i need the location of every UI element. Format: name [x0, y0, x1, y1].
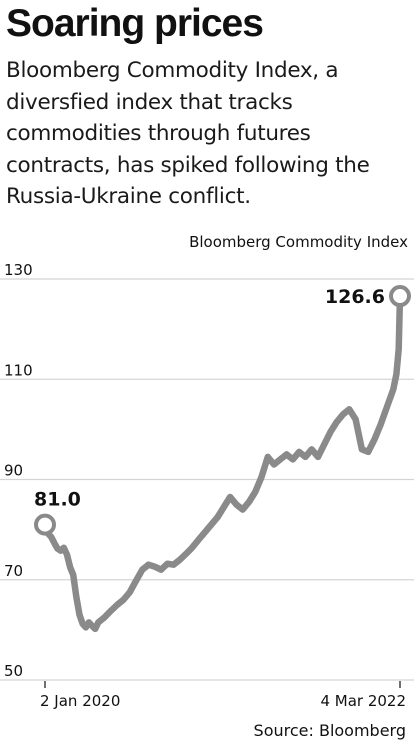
series-group: [41, 292, 404, 633]
y-tick-label: 130: [4, 261, 33, 279]
data-label: 126.6: [325, 286, 385, 308]
y-tick-label: 70: [4, 562, 23, 580]
subtitle: Bloomberg Commodity Index, a diversfied …: [6, 58, 370, 209]
series-label: Bloomberg Commodity Index: [189, 233, 408, 251]
data-label: 81.0: [34, 489, 81, 511]
x-tick-label: 2 Jan 2020: [40, 692, 120, 710]
x-axis-ticks: 2 Jan 2020 4 Mar 2022: [40, 681, 406, 710]
data-point-marker: [34, 513, 56, 536]
y-tick-label: 90: [4, 462, 23, 480]
annotations: 81.0 126.6: [34, 285, 411, 536]
series-line: [41, 292, 404, 633]
grid-lines: [0, 278, 414, 681]
y-axis-ticks: 50 70 90 110 130: [4, 261, 33, 680]
y-tick-label: 110: [4, 361, 33, 379]
x-tick-label: 4 Mar 2022: [320, 692, 406, 710]
headline: Soaring prices: [6, 2, 264, 45]
y-tick-label: 50: [4, 662, 23, 680]
source-note: Source: Bloomberg: [254, 721, 406, 740]
data-point-marker: [389, 285, 411, 308]
line-chart: 50 70 90 110 130 2 Jan 2020 4 Mar 2022 Bloomb…: [0, 233, 414, 740]
